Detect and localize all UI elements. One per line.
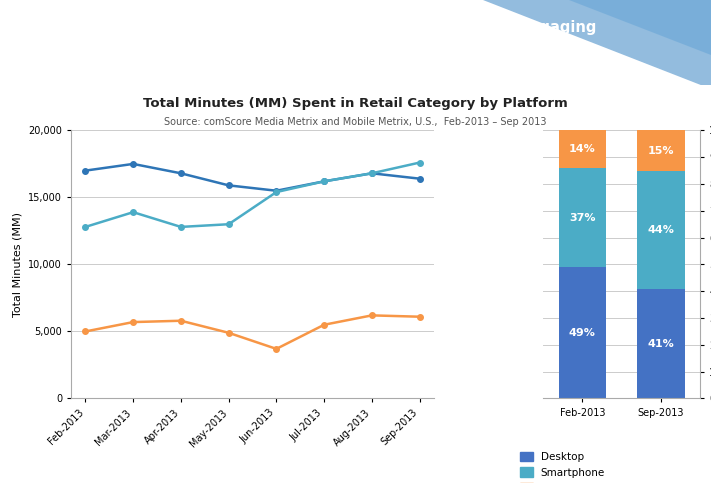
Tablet	[320, 322, 328, 327]
Text: Source: comScore Media Metrix and Mobile Metrix, U.S.,  Feb-2013 – Sep 2013: Source: comScore Media Metrix and Mobile…	[164, 117, 547, 128]
Text: 49%: 49%	[569, 328, 596, 338]
Text: 15%: 15%	[648, 145, 674, 156]
Tablet	[129, 319, 137, 325]
Text: 44%: 44%	[648, 225, 675, 235]
Desktop	[176, 170, 185, 176]
Tablet	[272, 346, 281, 352]
Line: Desktop: Desktop	[82, 161, 422, 194]
Bar	[638, 130, 685, 170]
Desktop	[368, 170, 376, 176]
Desktop	[272, 188, 281, 194]
Tablet	[225, 330, 233, 336]
Line: Tablet: Tablet	[82, 313, 422, 352]
Desktop	[129, 161, 137, 167]
Polygon shape	[483, 0, 711, 89]
Tablet	[176, 318, 185, 324]
Smartphone	[272, 189, 281, 195]
Y-axis label: Total Minutes (MM): Total Minutes (MM)	[13, 212, 23, 317]
Bar	[559, 130, 606, 168]
Legend: Desktop, Smartphone, Tablet: Desktop, Smartphone, Tablet	[520, 452, 605, 483]
Smartphone	[368, 170, 376, 176]
Text: As of August 2013, the digital population spends more time engaging: As of August 2013, the digital populatio…	[18, 19, 596, 35]
Text: 14%: 14%	[569, 144, 596, 154]
Smartphone	[225, 221, 233, 227]
Smartphone	[415, 160, 424, 166]
Text: Total Minutes (MM) Spent in Retail Category by Platform: Total Minutes (MM) Spent in Retail Categ…	[143, 97, 568, 110]
Text: 41%: 41%	[648, 339, 675, 349]
Bar	[638, 170, 685, 288]
Bar	[638, 288, 685, 398]
Desktop	[81, 168, 90, 173]
Polygon shape	[569, 0, 711, 55]
Desktop	[415, 176, 424, 182]
Smartphone	[129, 209, 137, 215]
Text: 37%: 37%	[570, 213, 596, 223]
Bar	[559, 267, 606, 398]
Text: with Retail brands on their smartphone than on their desktop: with Retail brands on their smartphone t…	[18, 53, 531, 69]
Desktop	[320, 178, 328, 184]
Smartphone	[176, 224, 185, 230]
Tablet	[415, 314, 424, 320]
Smartphone	[320, 178, 328, 184]
Bar	[559, 168, 606, 267]
Desktop	[225, 183, 233, 188]
Line: Smartphone: Smartphone	[82, 160, 422, 230]
Tablet	[368, 313, 376, 318]
Smartphone	[81, 224, 90, 230]
Tablet	[81, 328, 90, 334]
